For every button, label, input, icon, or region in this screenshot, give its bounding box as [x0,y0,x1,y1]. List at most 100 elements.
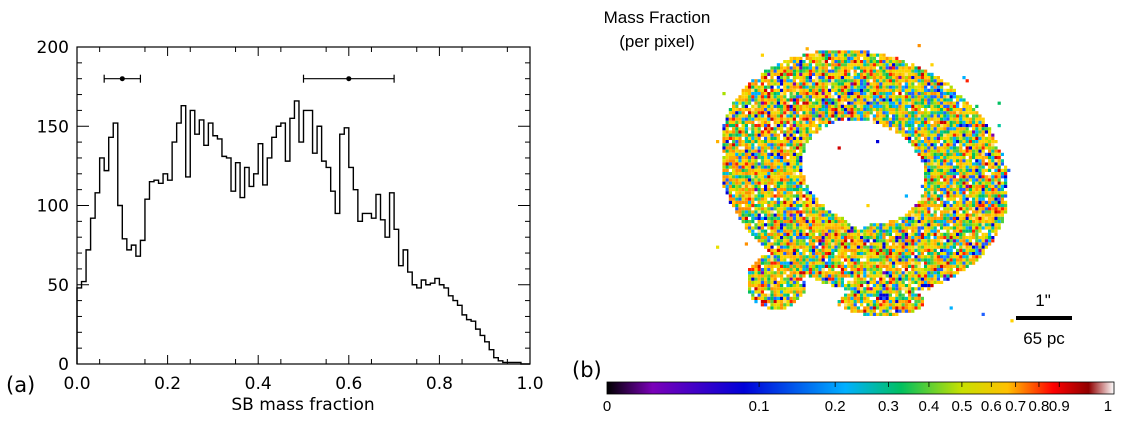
map-pixel [780,280,784,284]
map-pixel [831,98,835,102]
map-pixel [994,216,998,220]
map-pixel [751,114,755,118]
map-pixel [831,66,835,70]
map-pixel [975,136,979,140]
map-pixel [748,290,752,294]
map-pixel [917,287,921,291]
map-pixel [808,63,812,67]
map-pixel [904,120,908,124]
map-pixel [735,194,739,198]
map-pixel [831,277,835,281]
map-pixel [988,232,992,236]
map-pixel [917,277,921,281]
map-pixel [940,104,944,108]
map-pixel [786,140,790,144]
map-pixel [978,207,982,211]
map-pixel [927,264,931,268]
map-pixel [1004,181,1008,185]
map-pixel [927,178,931,182]
map-pixel [914,143,918,147]
map-pixel [853,271,857,275]
map-pixel [789,188,793,192]
map-pixel [760,72,764,76]
map-pixel [812,72,816,76]
map-pixel [770,95,774,99]
map-pixel [780,204,784,208]
map-pixel [869,309,873,313]
map-pixel [792,117,796,121]
map-pixel [978,229,982,233]
map-pixel [738,133,742,137]
map-pixel [1000,210,1004,214]
map-pixel [911,258,915,262]
map-pixel [943,207,947,211]
map-pixel [799,264,803,268]
map-pixel [773,98,777,102]
map-pixel [869,236,873,240]
map-pixel [959,207,963,211]
map-pixel [997,168,1001,172]
map-pixel [780,274,784,278]
map-pixel [770,85,774,89]
map-pixel [760,101,764,105]
map-pixel [834,72,838,76]
map-pixel [888,229,892,233]
map-pixel [978,178,982,182]
map-pixel [885,63,889,67]
map-pixel [920,69,924,73]
map-pixel [872,293,876,297]
map-pixel [972,111,976,115]
x-axis-label: SB mass fraction [231,395,374,415]
map-pixel [831,95,835,99]
map-pixel [872,232,876,236]
map-pixel [997,197,1001,201]
map-pixel [844,56,848,60]
map-pixel [882,88,886,92]
map-pixel [908,220,912,224]
map-pixel [888,287,892,291]
map-pixel [978,236,982,240]
map-pixel [802,280,806,284]
map-pixel [965,149,969,153]
map-pixel [780,264,784,268]
map-pixel [968,242,972,246]
map-pixel [994,159,998,163]
map-pixel [767,156,771,160]
map-pixel [869,108,873,112]
map-pixel [799,184,803,188]
map-pixel [783,271,787,275]
map-pixel [936,111,940,115]
map-pixel [978,194,982,198]
map-pixel [751,229,755,233]
map-pixel [885,274,889,278]
map-pixel [936,127,940,131]
map-pixel [927,184,931,188]
histogram-bin [340,134,345,364]
map-pixel [908,79,912,83]
map-pixel [924,223,928,227]
map-pixel [760,178,764,182]
map-pixel [933,159,937,163]
map-pixel [821,223,825,227]
map-pixel [735,120,739,124]
map-pixel [876,79,880,83]
map-pixel [834,98,838,102]
map-pixel [956,159,960,163]
map-pixel [805,114,809,118]
map-pixel [952,92,956,96]
map-pixel [773,140,777,144]
map-pixel [866,92,870,96]
map-pixel [895,120,899,124]
map-pixel [968,120,972,124]
map-pixel [892,229,896,233]
map-pixel [882,271,886,275]
map-pixel [946,117,950,121]
map-pixel [914,261,918,265]
map-pixel [860,60,864,64]
map-pixel [930,284,934,288]
map-pixel [796,223,800,227]
map-pixel [888,255,892,259]
map-pixel [844,303,848,307]
map-pixel [991,143,995,147]
map-pixel [764,261,768,265]
